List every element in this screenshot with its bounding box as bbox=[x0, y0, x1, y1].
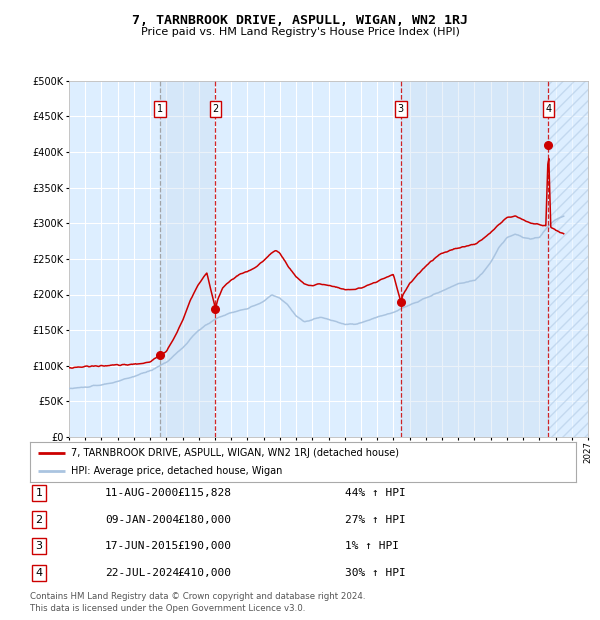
Text: This data is licensed under the Open Government Licence v3.0.: This data is licensed under the Open Gov… bbox=[30, 603, 305, 613]
Text: Contains HM Land Registry data © Crown copyright and database right 2024.: Contains HM Land Registry data © Crown c… bbox=[30, 592, 365, 601]
Text: 7, TARNBROOK DRIVE, ASPULL, WIGAN, WN2 1RJ: 7, TARNBROOK DRIVE, ASPULL, WIGAN, WN2 1… bbox=[132, 14, 468, 27]
Text: £180,000: £180,000 bbox=[177, 515, 231, 525]
Text: 2: 2 bbox=[212, 104, 218, 114]
Bar bbox=[401, 81, 548, 437]
Text: 1: 1 bbox=[157, 104, 163, 114]
Text: 17-JUN-2015: 17-JUN-2015 bbox=[105, 541, 179, 551]
Text: 3: 3 bbox=[35, 541, 43, 551]
Text: £410,000: £410,000 bbox=[177, 568, 231, 578]
Text: 22-JUL-2024: 22-JUL-2024 bbox=[105, 568, 179, 578]
Text: 27% ↑ HPI: 27% ↑ HPI bbox=[345, 515, 406, 525]
Bar bbox=[160, 81, 215, 437]
Text: Price paid vs. HM Land Registry's House Price Index (HPI): Price paid vs. HM Land Registry's House … bbox=[140, 27, 460, 37]
Text: 4: 4 bbox=[35, 568, 43, 578]
Text: 11-AUG-2000: 11-AUG-2000 bbox=[105, 488, 179, 498]
Text: 09-JAN-2004: 09-JAN-2004 bbox=[105, 515, 179, 525]
Text: £115,828: £115,828 bbox=[177, 488, 231, 498]
Text: HPI: Average price, detached house, Wigan: HPI: Average price, detached house, Wiga… bbox=[71, 466, 283, 477]
Bar bbox=[548, 81, 588, 437]
Text: 44% ↑ HPI: 44% ↑ HPI bbox=[345, 488, 406, 498]
Text: 3: 3 bbox=[398, 104, 404, 114]
Text: 1: 1 bbox=[35, 488, 43, 498]
Text: 7, TARNBROOK DRIVE, ASPULL, WIGAN, WN2 1RJ (detached house): 7, TARNBROOK DRIVE, ASPULL, WIGAN, WN2 1… bbox=[71, 448, 399, 458]
Text: £190,000: £190,000 bbox=[177, 541, 231, 551]
Text: 2: 2 bbox=[35, 515, 43, 525]
Text: 4: 4 bbox=[545, 104, 551, 114]
Text: 1% ↑ HPI: 1% ↑ HPI bbox=[345, 541, 399, 551]
Text: 30% ↑ HPI: 30% ↑ HPI bbox=[345, 568, 406, 578]
